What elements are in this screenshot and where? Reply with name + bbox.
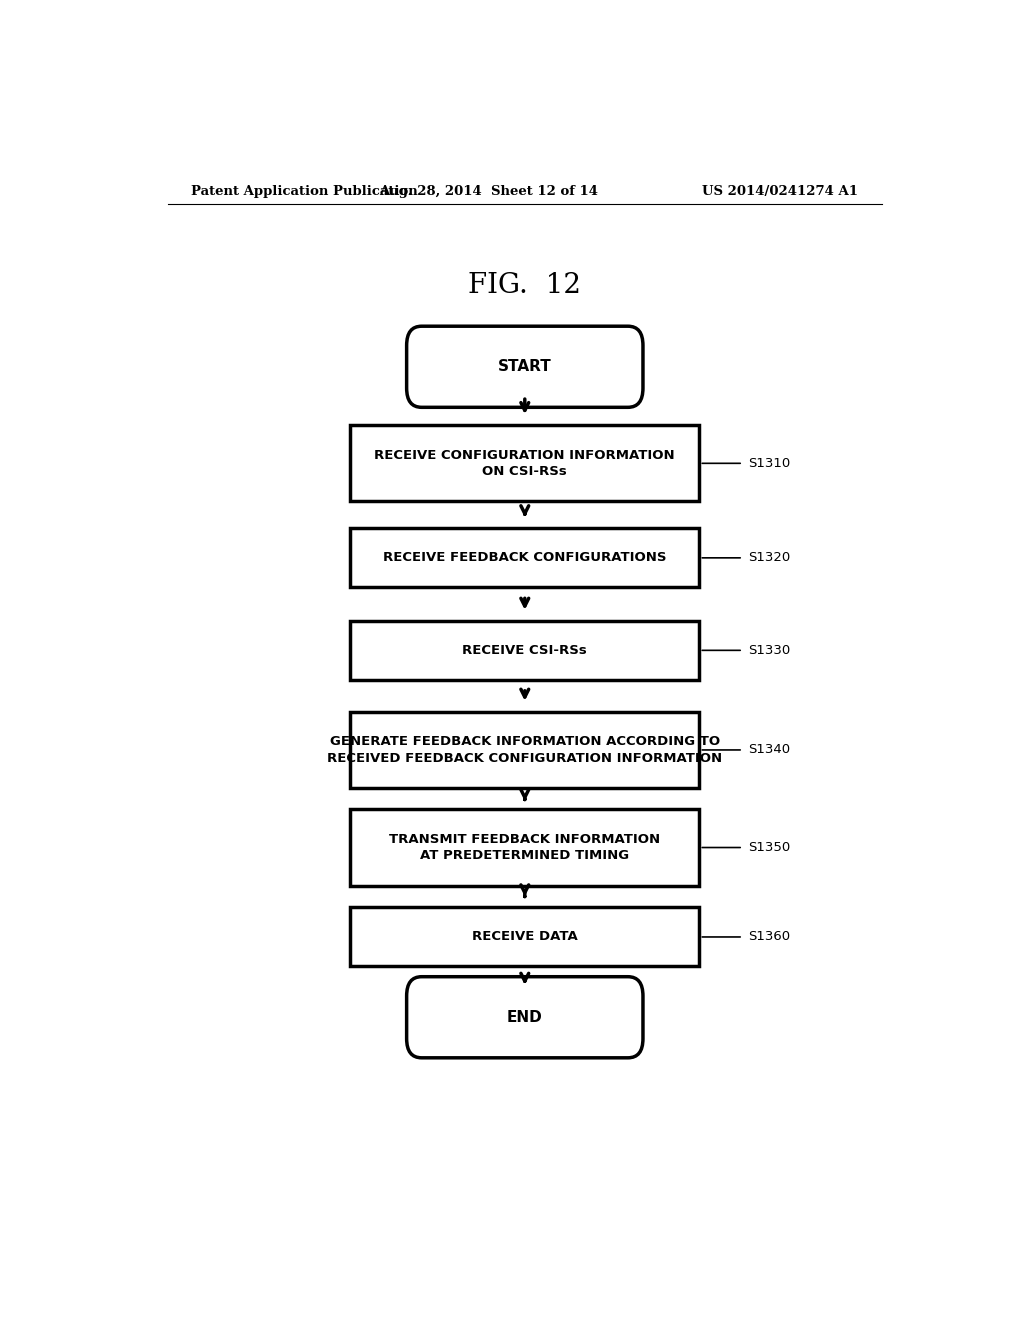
Text: GENERATE FEEDBACK INFORMATION ACCORDING TO
RECEIVED FEEDBACK CONFIGURATION INFOR: GENERATE FEEDBACK INFORMATION ACCORDING … (328, 735, 722, 764)
Text: TRANSMIT FEEDBACK INFORMATION
AT PREDETERMINED TIMING: TRANSMIT FEEDBACK INFORMATION AT PREDETE… (389, 833, 660, 862)
Text: RECEIVE CONFIGURATION INFORMATION
ON CSI-RSs: RECEIVE CONFIGURATION INFORMATION ON CSI… (375, 449, 675, 478)
Text: Patent Application Publication: Patent Application Publication (191, 185, 418, 198)
FancyBboxPatch shape (350, 528, 699, 587)
Text: START: START (498, 359, 552, 375)
FancyBboxPatch shape (350, 711, 699, 788)
Text: RECEIVE DATA: RECEIVE DATA (472, 931, 578, 944)
FancyBboxPatch shape (350, 620, 699, 680)
Text: FIG.  12: FIG. 12 (468, 272, 582, 298)
Text: S1350: S1350 (749, 841, 791, 854)
Text: Aug. 28, 2014  Sheet 12 of 14: Aug. 28, 2014 Sheet 12 of 14 (380, 185, 599, 198)
Text: S1360: S1360 (749, 931, 791, 944)
Text: S1310: S1310 (749, 457, 791, 470)
FancyBboxPatch shape (407, 326, 643, 408)
Text: S1320: S1320 (749, 552, 791, 565)
Text: S1340: S1340 (749, 743, 791, 756)
FancyBboxPatch shape (407, 977, 643, 1057)
Text: RECEIVE FEEDBACK CONFIGURATIONS: RECEIVE FEEDBACK CONFIGURATIONS (383, 552, 667, 565)
FancyBboxPatch shape (350, 907, 699, 966)
Text: END: END (507, 1010, 543, 1024)
Text: S1330: S1330 (749, 644, 791, 657)
Text: US 2014/0241274 A1: US 2014/0241274 A1 (702, 185, 858, 198)
FancyBboxPatch shape (350, 809, 699, 886)
FancyBboxPatch shape (350, 425, 699, 502)
Text: RECEIVE CSI-RSs: RECEIVE CSI-RSs (463, 644, 587, 657)
